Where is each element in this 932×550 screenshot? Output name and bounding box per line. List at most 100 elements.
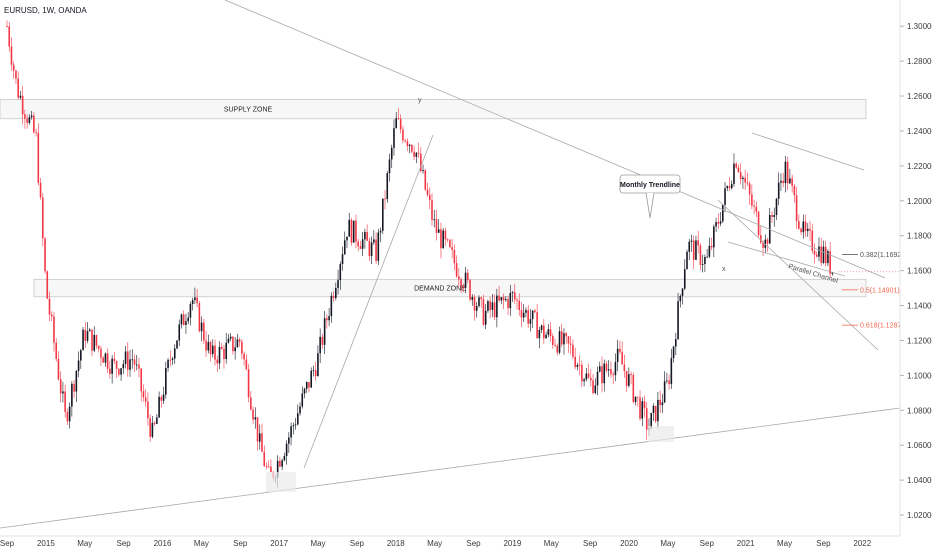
candle-body [26,118,28,123]
candle-body [348,219,351,237]
candle-body [717,222,720,224]
candle-body [350,219,353,243]
candle-body [507,299,509,309]
candle-body [142,391,145,398]
candle-body [516,299,518,301]
candle-body [171,358,174,360]
candle-body [156,417,158,424]
candle-body [695,240,697,260]
candle-body [422,170,424,172]
candle-body [390,147,393,160]
candle-body [728,186,731,189]
time-axis[interactable]: Sep 2015 May Sep 2016 May Sep 2017 May Sep 2018 May… [0,539,872,548]
time-tick-label: Sep [583,539,598,548]
candle-body [764,239,767,248]
candle-body [433,219,436,220]
candle-body [574,356,576,367]
candle-body [679,295,682,302]
candle-body [605,363,608,371]
candle-body [109,368,111,374]
candle-body [670,358,673,385]
candle-body [357,241,359,247]
long-term-support-trendline[interactable] [0,407,901,529]
candle-body [218,346,221,364]
candle-body [583,379,585,382]
price-axis-background[interactable] [900,0,932,536]
candle-body [420,153,422,172]
candle-body [62,391,64,394]
candle-body [397,118,400,120]
candle-body [563,333,565,345]
candle-body [607,369,610,371]
candle-body [735,163,738,168]
rising-trendline[interactable] [303,134,434,469]
candle-body [261,433,263,452]
price-tick-label: 1.08000 [907,406,932,415]
channel-upper-line[interactable] [751,132,865,171]
demand-zone-label: DEMAND ZONE [414,286,466,293]
candle-body [505,299,507,301]
time-tick-label: 2017 [270,539,288,548]
candle-body [831,272,834,274]
candle-body [33,115,35,133]
candle-body [581,364,583,382]
candle-body [140,368,143,392]
trendlines-layer[interactable] [0,0,901,529]
candle-body [451,247,453,250]
trendline-callout-pointer [645,192,655,219]
candle-body [66,411,69,422]
time-tick-label: 2022 [853,539,871,548]
price-axis[interactable]: 1.30000 1.28000 1.26000 1.24000 1.22000 1.200… [900,22,932,520]
time-tick-label: May [544,539,559,548]
point-y-label: y [418,97,422,104]
candle-body [97,345,100,349]
candle-body [100,348,102,358]
candle-body [802,221,805,233]
candle-body [446,239,449,241]
candle-body [739,172,742,180]
low-highlight-2020 [648,426,674,442]
candle-body [364,231,366,240]
candle-body [93,335,96,351]
candle-body [760,235,762,243]
candle-body [330,295,333,317]
candle-body [744,177,746,183]
candle-body [276,460,279,478]
candle-body [650,413,653,429]
price-tick-label: 1.20000 [907,197,932,206]
candle-body [657,399,659,422]
candle-body [659,399,661,406]
candle-body [319,336,321,354]
candle-body [381,198,384,231]
candle-body [124,351,127,364]
candle-body [91,329,93,351]
candle-body [534,310,536,313]
candle-body [484,310,487,325]
candle-body [37,132,40,183]
candle-body [229,336,232,339]
candle-body [549,329,552,337]
candle-body [207,342,210,351]
candle-body [710,245,713,248]
candle-body [346,236,348,241]
candle-body [829,251,831,274]
candle-body [500,297,503,301]
candle-body [621,351,623,365]
candle-body [292,425,295,427]
candle-body [417,152,420,154]
candle-body [314,370,317,376]
candle-body [773,214,776,217]
candle-body [373,239,375,243]
channel-lower-line[interactable] [717,199,879,351]
candle-body [12,64,15,71]
candle-body [489,301,491,310]
candle-body [332,295,335,298]
candle-body [41,197,44,239]
monthly-trendline[interactable] [224,0,886,279]
candle-body [113,358,116,362]
candle-body [614,361,617,376]
supply-zone-box [0,99,867,120]
candle-body [513,292,516,300]
channel-mid-line[interactable] [727,241,846,277]
